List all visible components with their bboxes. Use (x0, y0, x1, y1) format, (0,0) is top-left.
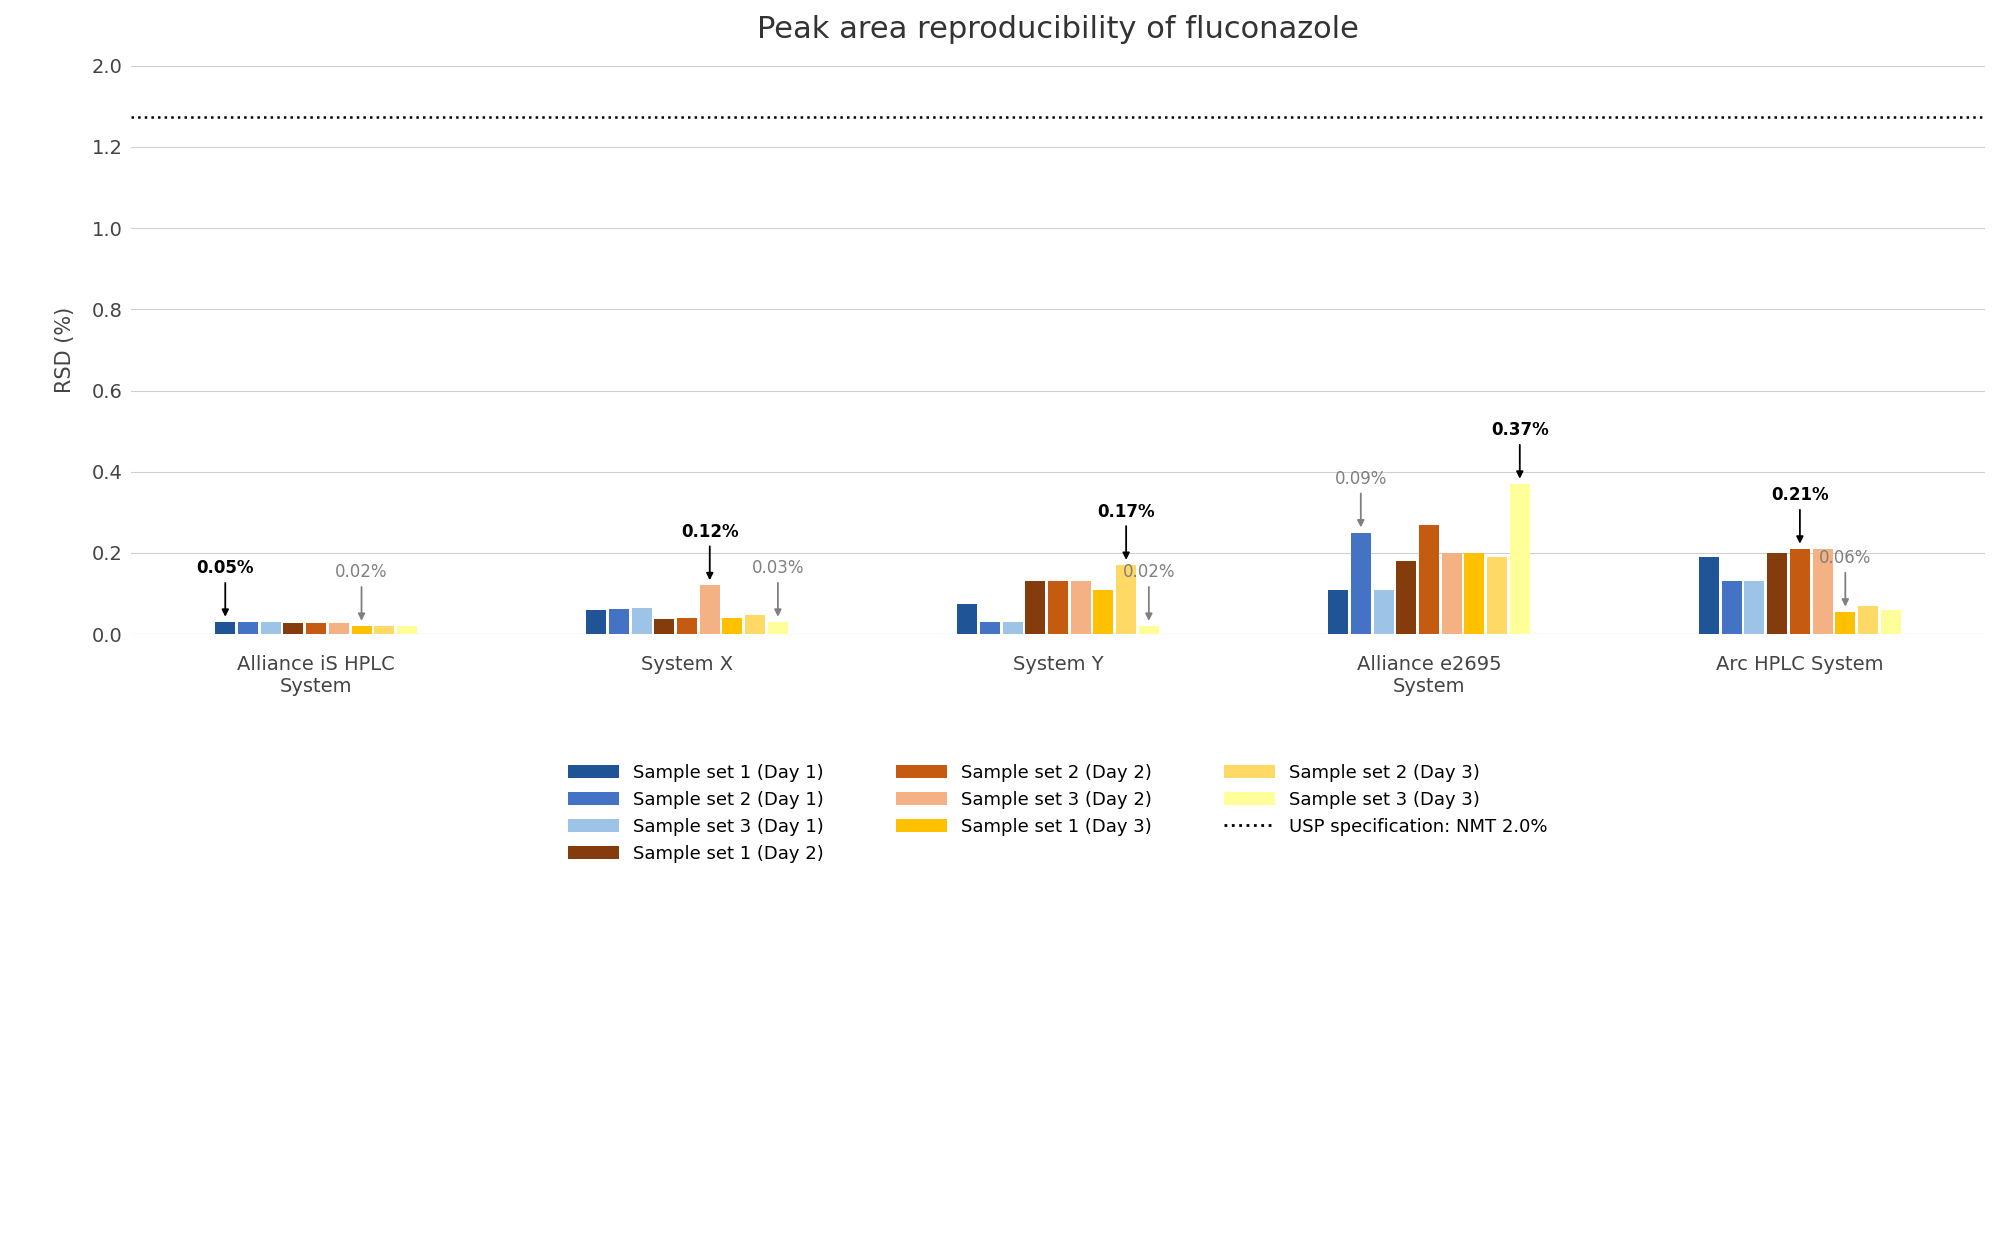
Bar (1812, 549, 1832, 635)
Text: 0.37%: 0.37% (1490, 422, 1548, 476)
Bar (1510, 484, 1530, 635)
Bar (1744, 581, 1764, 635)
Bar (678, 618, 698, 635)
Bar (306, 622, 326, 635)
Bar (958, 604, 978, 635)
Bar (654, 618, 674, 635)
Bar (1418, 524, 1438, 635)
Text: 0.21%: 0.21% (1772, 486, 1828, 542)
Bar (1790, 549, 1810, 635)
Bar (632, 607, 652, 635)
Bar (1026, 581, 1046, 635)
Bar (1700, 557, 1720, 635)
Bar (1858, 606, 1878, 635)
Bar (722, 618, 742, 635)
Bar (1464, 553, 1484, 635)
Y-axis label: RSD (%): RSD (%) (54, 307, 74, 393)
Bar (768, 622, 788, 635)
Bar (586, 610, 606, 635)
Bar (1116, 565, 1136, 635)
Bar (1328, 590, 1348, 635)
Bar (1722, 581, 1742, 635)
Text: 0.06%: 0.06% (1820, 549, 1872, 605)
Text: 0.05%: 0.05% (196, 559, 254, 615)
Bar (1094, 590, 1114, 635)
Bar (1880, 610, 1900, 635)
Bar (260, 622, 280, 635)
Bar (700, 585, 720, 635)
Bar (238, 622, 258, 635)
Legend: Sample set 1 (Day 1), Sample set 2 (Day 1), Sample set 3 (Day 1), Sample set 1 (: Sample set 1 (Day 1), Sample set 2 (Day … (550, 746, 1566, 881)
Text: 0.02%: 0.02% (336, 563, 388, 618)
Title: Peak area reproducibility of fluconazole: Peak area reproducibility of fluconazole (758, 15, 1358, 45)
Bar (396, 626, 416, 635)
Bar (1070, 581, 1090, 635)
Bar (1048, 581, 1068, 635)
Bar (1768, 553, 1788, 635)
Bar (352, 626, 372, 635)
Bar (746, 615, 766, 635)
Bar (1488, 557, 1508, 635)
Bar (1002, 622, 1022, 635)
Text: 0.17%: 0.17% (1098, 502, 1154, 558)
Bar (608, 609, 628, 635)
Bar (1374, 590, 1394, 635)
Bar (216, 622, 236, 635)
Bar (1350, 533, 1370, 635)
Text: 0.03%: 0.03% (752, 559, 804, 615)
Bar (1836, 612, 1856, 635)
Text: 0.02%: 0.02% (1122, 563, 1176, 618)
Bar (284, 622, 304, 635)
Bar (1442, 553, 1462, 635)
Bar (1138, 626, 1158, 635)
Bar (374, 626, 394, 635)
Text: 0.09%: 0.09% (1334, 470, 1388, 526)
Bar (1396, 562, 1416, 635)
Bar (980, 622, 1000, 635)
Text: 0.12%: 0.12% (680, 523, 738, 578)
Bar (328, 622, 348, 635)
